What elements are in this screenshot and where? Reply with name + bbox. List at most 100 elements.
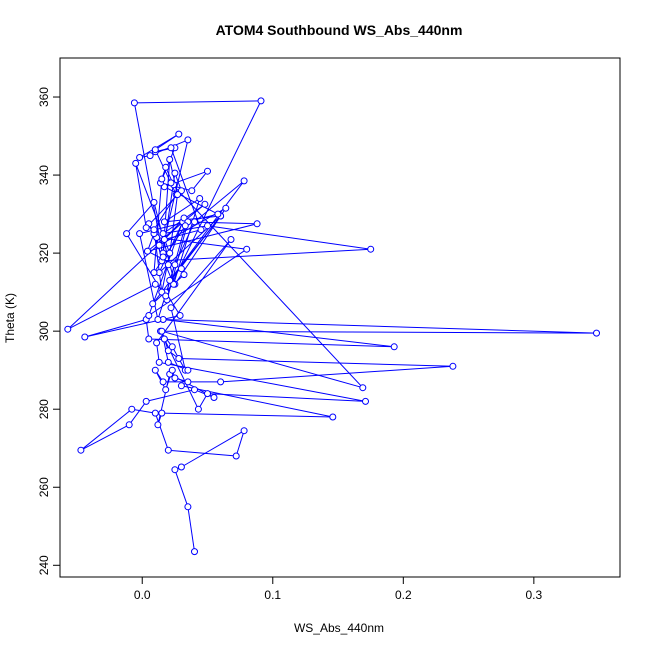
series-segment bbox=[153, 178, 163, 273]
data-point bbox=[176, 312, 184, 319]
series-segment bbox=[126, 202, 155, 234]
series-segment bbox=[134, 100, 262, 104]
data-point bbox=[145, 312, 153, 319]
y-tick-label: 360 bbox=[37, 87, 51, 107]
series-segment bbox=[170, 182, 364, 389]
data-point bbox=[171, 374, 179, 382]
data-point bbox=[181, 222, 189, 230]
series-segment bbox=[161, 248, 371, 262]
data-point bbox=[155, 241, 163, 249]
data-point bbox=[150, 198, 158, 206]
series-segment bbox=[178, 358, 453, 367]
data-point bbox=[166, 249, 174, 257]
data-point bbox=[154, 421, 162, 429]
data-point bbox=[159, 253, 167, 261]
series-segment bbox=[169, 180, 245, 281]
series-segment bbox=[84, 319, 147, 338]
series-segment bbox=[191, 170, 208, 192]
data-point bbox=[191, 218, 198, 226]
series-segment bbox=[170, 307, 186, 371]
data-point bbox=[204, 222, 211, 230]
data-point bbox=[145, 335, 153, 343]
series-segment bbox=[159, 361, 366, 402]
series-segment bbox=[133, 102, 164, 258]
data-point bbox=[168, 343, 176, 351]
data-point bbox=[167, 144, 175, 152]
data-point bbox=[175, 130, 183, 138]
y-tick-label: 340 bbox=[37, 165, 51, 185]
data-point bbox=[175, 355, 183, 362]
data-point bbox=[180, 271, 188, 279]
data-point bbox=[149, 300, 157, 308]
x-tick-label: 0.3 bbox=[526, 588, 543, 602]
data-point bbox=[160, 236, 168, 243]
y-axis: 240 260 280 300 320 340 360 bbox=[37, 87, 61, 575]
data-point bbox=[177, 463, 185, 471]
data-point bbox=[177, 382, 185, 390]
series-segment bbox=[165, 225, 186, 297]
data-point bbox=[184, 378, 192, 386]
y-tick-label: 300 bbox=[37, 321, 51, 341]
data-point bbox=[367, 245, 375, 253]
data-point bbox=[593, 329, 600, 337]
y-tick-label: 240 bbox=[37, 555, 51, 575]
series-segment bbox=[220, 365, 453, 383]
series-segment bbox=[174, 469, 189, 507]
data-point bbox=[158, 175, 166, 183]
series-segment bbox=[194, 180, 245, 223]
data-point bbox=[191, 386, 198, 394]
series-segment bbox=[155, 133, 180, 151]
data-point bbox=[204, 167, 211, 175]
series-segment bbox=[152, 274, 185, 305]
series-segment bbox=[164, 198, 200, 223]
series-segment bbox=[174, 221, 195, 266]
data-point bbox=[171, 466, 179, 474]
x-tick-label: 0.2 bbox=[395, 588, 412, 602]
data-point bbox=[184, 503, 192, 511]
data-point bbox=[162, 163, 170, 171]
series-segment bbox=[181, 430, 245, 468]
series-segment bbox=[168, 449, 237, 457]
data-point bbox=[136, 154, 144, 161]
series-segment bbox=[135, 163, 147, 228]
data-point bbox=[166, 276, 174, 284]
data-point bbox=[362, 397, 369, 405]
data-point bbox=[177, 265, 185, 273]
data-point bbox=[162, 292, 170, 300]
x-axis: 0.0 0.1 0.2 0.3 bbox=[134, 576, 543, 602]
data-point bbox=[150, 226, 158, 234]
data-point bbox=[188, 187, 196, 195]
data-point bbox=[130, 99, 138, 107]
data-point bbox=[174, 191, 181, 199]
data-point bbox=[257, 97, 265, 105]
series-segment bbox=[207, 393, 366, 402]
data-point bbox=[159, 230, 167, 238]
data-point bbox=[240, 427, 248, 435]
x-axis-label: WS_Abs_440nm bbox=[294, 621, 384, 635]
y-axis-label: Theta (K) bbox=[3, 293, 17, 343]
data-point bbox=[158, 409, 166, 417]
data-point bbox=[159, 378, 167, 386]
data-point bbox=[167, 179, 175, 187]
series-segment bbox=[161, 253, 171, 293]
x-tick-label: 0.1 bbox=[264, 588, 281, 602]
y-tick-label: 260 bbox=[37, 477, 51, 497]
data-point bbox=[128, 405, 136, 413]
series-segment bbox=[156, 239, 232, 344]
series-segment bbox=[80, 408, 133, 451]
data-point bbox=[449, 362, 457, 370]
data-point bbox=[153, 339, 161, 347]
data-point bbox=[201, 200, 209, 208]
series-segment bbox=[170, 147, 202, 230]
series-segment bbox=[154, 412, 169, 451]
data-point bbox=[150, 269, 158, 277]
series-segment bbox=[235, 430, 245, 457]
data-point bbox=[144, 247, 151, 255]
series-layer bbox=[64, 97, 600, 556]
series-segment bbox=[131, 408, 156, 414]
data-point bbox=[167, 304, 175, 312]
data-point bbox=[243, 245, 251, 253]
data-point bbox=[125, 421, 133, 429]
data-point bbox=[164, 446, 172, 454]
series-segment bbox=[163, 319, 395, 348]
